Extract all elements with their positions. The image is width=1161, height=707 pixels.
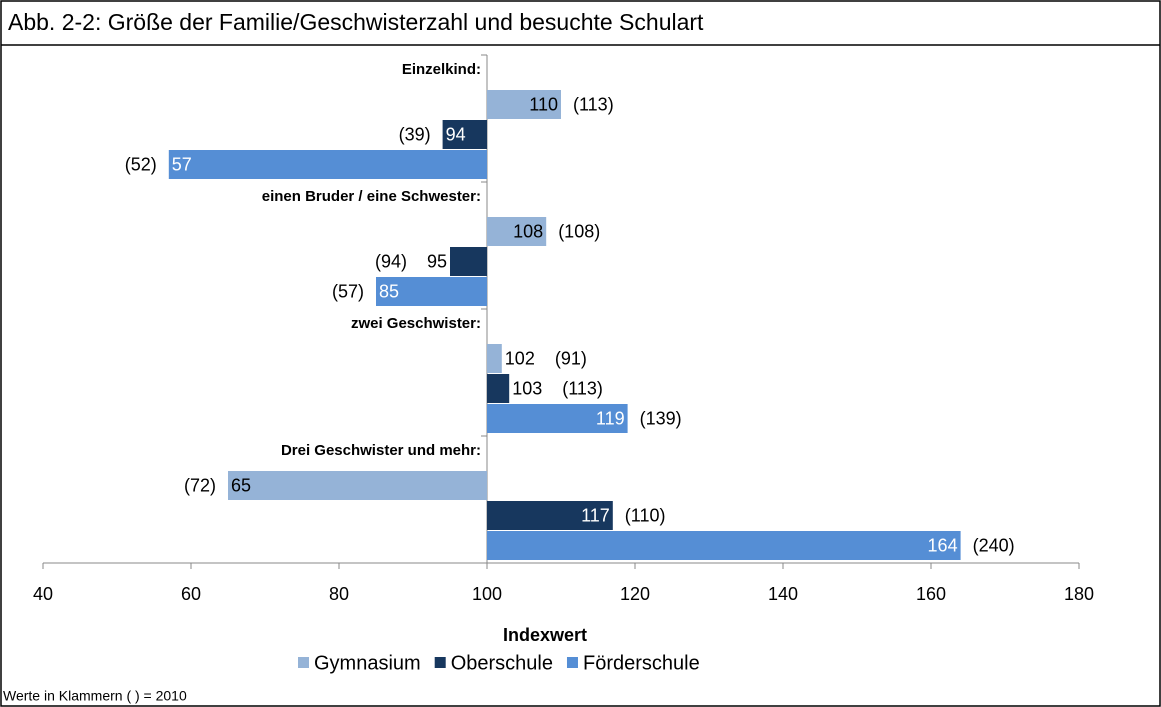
legend-swatch xyxy=(298,657,309,668)
prior-value-label: (139) xyxy=(640,408,682,428)
prior-value-label: (91) xyxy=(555,348,587,368)
category-label: zwei Geschwister: xyxy=(351,315,481,332)
x-tick-label: 80 xyxy=(329,584,349,604)
x-axis-label: Indexwert xyxy=(503,625,587,645)
x-tick-label: 40 xyxy=(33,584,53,604)
legend-label: Oberschule xyxy=(451,652,553,674)
bar xyxy=(487,404,628,433)
value-label: 85 xyxy=(379,281,399,301)
value-label: 65 xyxy=(231,475,251,495)
value-label: 102 xyxy=(505,348,535,368)
prior-value-label: (110) xyxy=(625,505,666,525)
x-tick-label: 100 xyxy=(472,584,502,604)
value-label: 164 xyxy=(928,535,958,555)
x-tick-label: 160 xyxy=(916,584,946,604)
x-tick-label: 180 xyxy=(1064,584,1094,604)
prior-value-label: (240) xyxy=(973,535,1015,555)
bar xyxy=(228,471,487,500)
value-label: 95 xyxy=(427,251,447,271)
bar xyxy=(487,344,502,373)
value-label: 110 xyxy=(529,94,558,114)
legend-swatch xyxy=(566,657,578,668)
bar xyxy=(487,90,561,119)
value-label: 108 xyxy=(513,221,543,241)
category-label: einen Bruder / eine Schwester: xyxy=(262,188,481,205)
bar xyxy=(376,277,487,306)
prior-value-label: (57) xyxy=(332,281,364,301)
legend-label: Förderschule xyxy=(583,652,700,674)
prior-value-label: (113) xyxy=(562,378,603,398)
x-tick-label: 140 xyxy=(768,584,798,604)
category-label: Einzelkind: xyxy=(402,61,481,78)
prior-value-label: (72) xyxy=(184,475,216,495)
legend-label: Gymnasium xyxy=(314,652,421,674)
bar xyxy=(168,150,488,179)
legend-swatch xyxy=(434,657,446,668)
bar xyxy=(450,247,487,276)
prior-value-label: (39) xyxy=(399,124,431,144)
note: Werte in Klammern ( ) = 2010 xyxy=(3,688,187,704)
value-label: 57 xyxy=(172,154,192,174)
x-tick-label: 60 xyxy=(181,584,201,604)
x-tick-label: 120 xyxy=(620,584,650,604)
bar xyxy=(487,374,510,403)
bar xyxy=(487,501,613,530)
value-label: 94 xyxy=(446,124,466,144)
prior-value-label: (52) xyxy=(125,154,157,174)
value-label: 103 xyxy=(512,378,542,398)
prior-value-label: (94) xyxy=(375,251,407,271)
prior-value-label: (113) xyxy=(573,94,614,114)
prior-value-label: (108) xyxy=(558,221,600,241)
bar xyxy=(442,120,487,149)
bar xyxy=(487,217,547,246)
category-label: Drei Geschwister und mehr: xyxy=(281,442,481,459)
value-label: 119 xyxy=(596,408,625,428)
value-label: 117 xyxy=(581,505,610,525)
bar xyxy=(487,531,961,560)
chart-title: Abb. 2-2: Größe der Familie/Geschwisterz… xyxy=(8,9,704,35)
